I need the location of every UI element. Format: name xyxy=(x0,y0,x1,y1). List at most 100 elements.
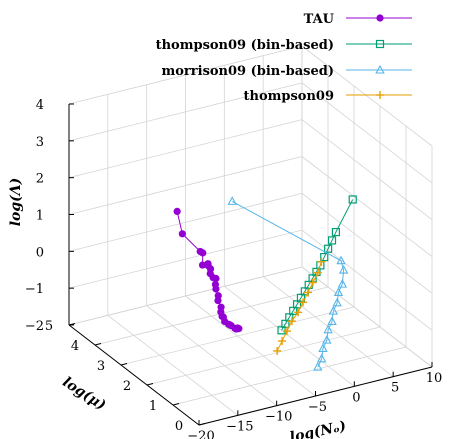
back-grid-line xyxy=(68,266,303,326)
back-grid-line xyxy=(68,119,303,179)
z-tick-label: −2 xyxy=(25,319,44,334)
y-tick-label: 3 xyxy=(97,359,105,374)
legend-label: thompson09 xyxy=(243,89,334,104)
data-point xyxy=(320,252,329,262)
data-point xyxy=(299,298,308,307)
data-point xyxy=(313,361,323,371)
side-grid-line xyxy=(301,82,433,184)
data-point xyxy=(337,278,348,288)
data-point xyxy=(278,337,287,346)
z-axis-label: log(Λ) xyxy=(8,178,24,227)
data-point xyxy=(303,288,312,297)
z-tick-label: 0 xyxy=(36,245,44,260)
data-point xyxy=(282,327,291,336)
y-axis-line xyxy=(68,324,200,426)
side-grid-line xyxy=(301,156,433,257)
data-point xyxy=(322,334,332,344)
y-tick xyxy=(146,383,154,386)
z-tick-label: 4 xyxy=(36,98,44,113)
data-point xyxy=(227,196,237,205)
back-grid-line xyxy=(68,229,303,289)
y-axis-label: log(μ) xyxy=(60,374,109,414)
data-point xyxy=(287,317,296,326)
legend-label: morrison09 (bin-based) xyxy=(162,64,335,79)
data-point xyxy=(318,343,328,353)
series-1 xyxy=(277,195,357,335)
y-tick-label: 0 xyxy=(175,419,183,434)
y-tick-label: 1 xyxy=(149,399,157,414)
legend-label: thompson09 (bin-based) xyxy=(156,38,334,53)
y-tick xyxy=(172,403,180,406)
legend-entry-0: TAU xyxy=(304,12,412,27)
legend-entry-2: morrison09 (bin-based) xyxy=(162,64,412,79)
data-point xyxy=(209,274,217,282)
floor-grid-line xyxy=(146,326,381,386)
data-point xyxy=(313,268,322,277)
y-tick-label: 4 xyxy=(71,339,79,354)
data-point xyxy=(336,255,346,265)
x-tick-label: −20 xyxy=(187,429,214,439)
series-3 xyxy=(273,257,326,355)
series-line xyxy=(276,261,322,352)
data-point xyxy=(199,249,207,257)
y-tick-label: 5 xyxy=(45,319,53,334)
x-tick-label: 5 xyxy=(391,381,399,396)
x-tick-label: 0 xyxy=(352,390,360,405)
side-grid-line xyxy=(301,119,433,220)
floor-grid-line xyxy=(146,305,277,406)
side-grid-line xyxy=(301,266,433,368)
data-point xyxy=(308,278,317,287)
x-tick-label: 10 xyxy=(426,371,443,386)
z-tick-label: 2 xyxy=(36,172,44,187)
back-grid-line xyxy=(68,156,303,215)
legend-marker xyxy=(376,14,384,22)
legend-marker xyxy=(376,91,384,99)
data-point xyxy=(333,287,344,297)
legend-label: TAU xyxy=(304,12,335,27)
series-0 xyxy=(173,207,243,333)
data-point xyxy=(317,257,326,266)
data-point xyxy=(178,230,186,238)
data-point xyxy=(277,326,286,335)
y-tick xyxy=(94,343,102,346)
series-line xyxy=(231,200,345,368)
floor-grid-line xyxy=(224,286,355,387)
x-axis-label: log(Nₒ) xyxy=(288,418,347,439)
legend-entry-3: thompson09 xyxy=(243,89,412,104)
data-point xyxy=(328,305,339,315)
back-grid-line xyxy=(68,192,303,252)
y-tick-label: 2 xyxy=(123,379,131,394)
back-grid-line xyxy=(68,82,303,142)
data-point xyxy=(198,261,207,269)
side-grid-line xyxy=(301,229,433,331)
x-tick-label: −15 xyxy=(226,419,253,434)
legend-entry-1: thompson09 (bin-based) xyxy=(156,38,412,53)
data-point xyxy=(214,296,222,305)
x-tick-label: −5 xyxy=(308,400,327,415)
data-point xyxy=(273,346,282,355)
x-tick-label: −10 xyxy=(265,410,292,425)
data-point xyxy=(294,308,303,317)
side-grid-line xyxy=(301,45,433,147)
back-grid-line xyxy=(68,45,303,105)
data-point xyxy=(338,264,349,274)
side-grid-line xyxy=(301,193,433,294)
data-point xyxy=(327,236,337,245)
floor-grid-line xyxy=(120,306,355,366)
floor-grid-line xyxy=(107,315,239,416)
z-tick-label: −1 xyxy=(25,282,44,297)
data-point xyxy=(331,227,340,237)
legend: TAU thompson09 (bin-based) morrison09 (bin… xyxy=(156,12,412,104)
legend-marker xyxy=(375,39,385,49)
floor-grid-line xyxy=(185,295,316,397)
y-tick xyxy=(198,423,206,426)
data-point xyxy=(316,353,327,363)
data-point xyxy=(235,325,243,333)
floor-grid-line xyxy=(172,346,407,406)
z-tick-label: 1 xyxy=(36,209,44,224)
floor-grid-line xyxy=(94,286,329,346)
data-point xyxy=(212,285,220,293)
data-point xyxy=(327,316,337,326)
